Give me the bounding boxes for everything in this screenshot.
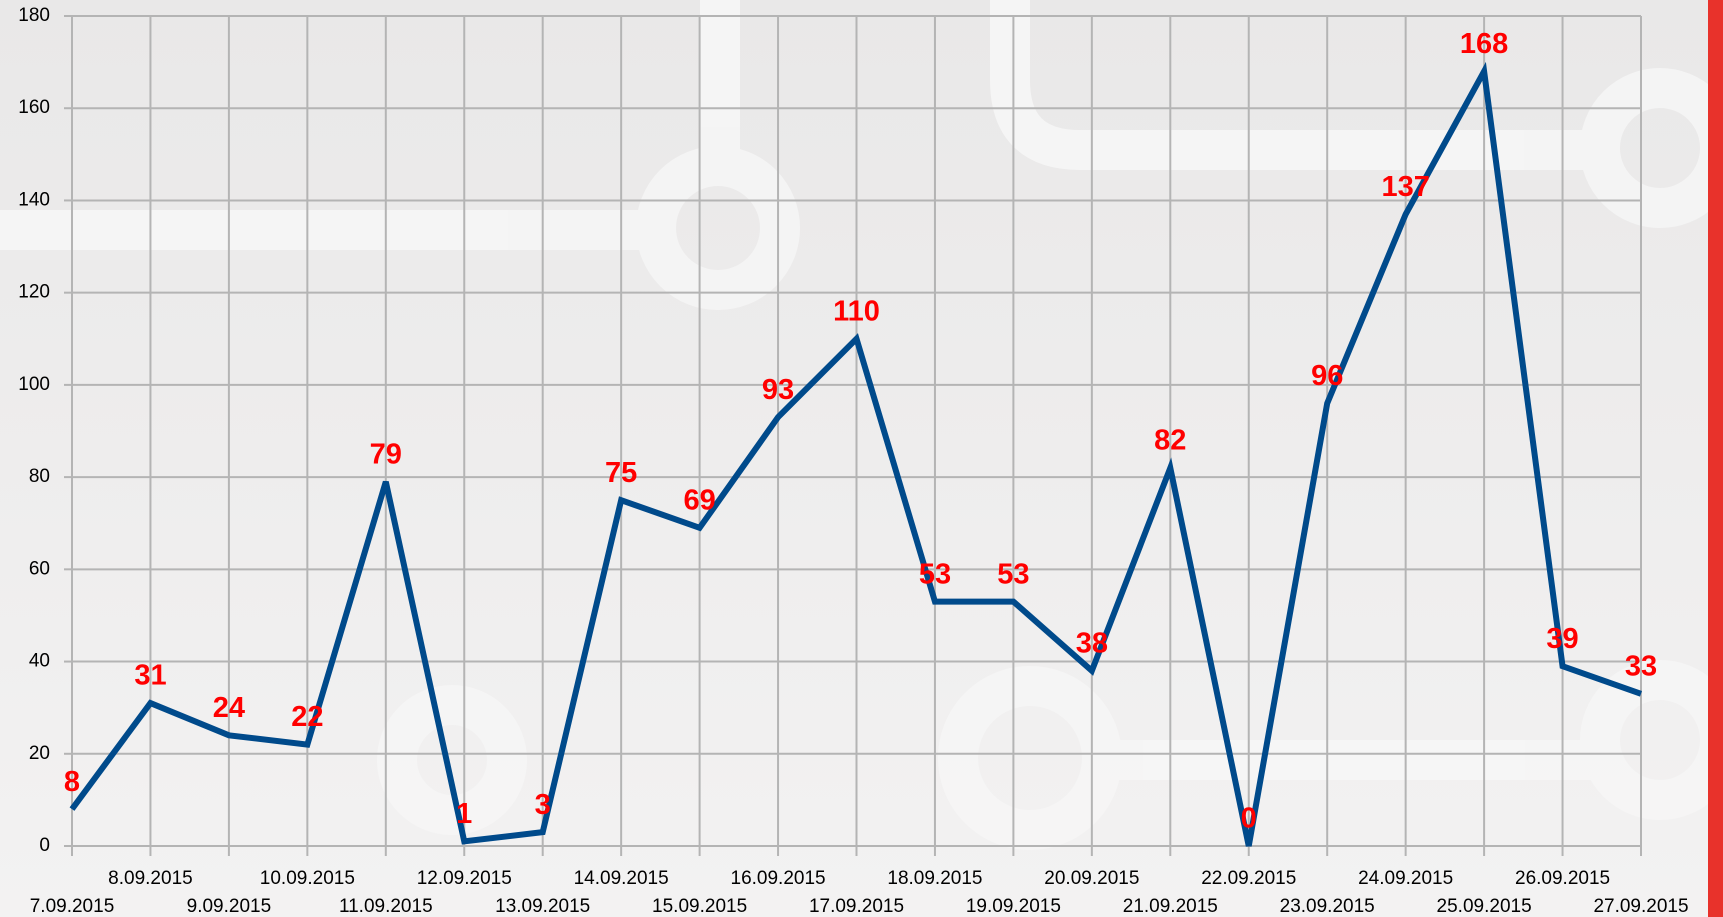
data-label: 53 bbox=[919, 558, 951, 590]
x-tick-label: 9.09.2015 bbox=[187, 896, 272, 917]
y-tick-label: 180 bbox=[18, 5, 50, 26]
data-label: 31 bbox=[134, 660, 166, 692]
data-label: 38 bbox=[1076, 627, 1108, 659]
data-label: 75 bbox=[605, 457, 637, 489]
y-tick-label: 60 bbox=[29, 558, 50, 579]
y-tick-label: 140 bbox=[18, 189, 50, 210]
data-label: 137 bbox=[1381, 171, 1429, 203]
data-label: 8 bbox=[64, 766, 80, 798]
data-label: 79 bbox=[370, 438, 402, 470]
data-label: 24 bbox=[213, 692, 245, 724]
data-label: 22 bbox=[291, 701, 323, 733]
data-label: 3 bbox=[535, 789, 551, 821]
x-tick-label: 16.09.2015 bbox=[731, 868, 826, 889]
x-tick-label: 19.09.2015 bbox=[966, 896, 1061, 917]
x-tick-label: 12.09.2015 bbox=[417, 868, 512, 889]
y-tick-label: 160 bbox=[18, 97, 50, 118]
x-tick-label: 27.09.2015 bbox=[1593, 896, 1688, 917]
data-label: 168 bbox=[1460, 28, 1508, 60]
data-label: 1 bbox=[456, 798, 472, 830]
x-tick-label: 22.09.2015 bbox=[1201, 868, 1296, 889]
x-tick-label: 14.09.2015 bbox=[574, 868, 669, 889]
x-tick-label: 26.09.2015 bbox=[1515, 868, 1610, 889]
data-label: 82 bbox=[1154, 425, 1186, 457]
x-tick-label: 8.09.2015 bbox=[108, 868, 193, 889]
line bbox=[69, 61, 1642, 847]
data-label: 53 bbox=[997, 558, 1029, 590]
data-label: 96 bbox=[1311, 360, 1343, 392]
x-tick-label: 24.09.2015 bbox=[1358, 868, 1453, 889]
x-tick-label: 13.09.2015 bbox=[495, 896, 590, 917]
x-tick-label: 15.09.2015 bbox=[652, 896, 747, 917]
x-tick-label: 25.09.2015 bbox=[1437, 896, 1532, 917]
x-tick-label: 23.09.2015 bbox=[1280, 896, 1375, 917]
x-tick-label: 20.09.2015 bbox=[1044, 868, 1139, 889]
y-tick-label: 100 bbox=[18, 374, 50, 395]
y-tick-label: 40 bbox=[29, 651, 50, 672]
y-tick-label: 20 bbox=[29, 743, 50, 764]
x-tick-label: 10.09.2015 bbox=[260, 868, 355, 889]
data-label: 110 bbox=[833, 295, 880, 327]
y-tick-label: 80 bbox=[29, 466, 50, 487]
data-label: 93 bbox=[762, 374, 794, 406]
x-tick-label: 7.09.2015 bbox=[30, 896, 115, 917]
x-tick-label: 11.09.2015 bbox=[339, 896, 433, 917]
data-label: 69 bbox=[683, 484, 715, 516]
y-tick-label: 0 bbox=[39, 835, 50, 856]
data-label: 39 bbox=[1546, 623, 1578, 655]
decoration bbox=[0, 0, 1720, 830]
data-label: 33 bbox=[1625, 650, 1657, 682]
data-label: 0 bbox=[1241, 803, 1257, 835]
x-tick-label: 21.09.2015 bbox=[1123, 896, 1218, 917]
x-tick-label: 18.09.2015 bbox=[887, 868, 982, 889]
y-tick-label: 120 bbox=[18, 282, 50, 303]
x-tick-label: 17.09.2015 bbox=[809, 896, 904, 917]
side-strip bbox=[1708, 0, 1723, 917]
